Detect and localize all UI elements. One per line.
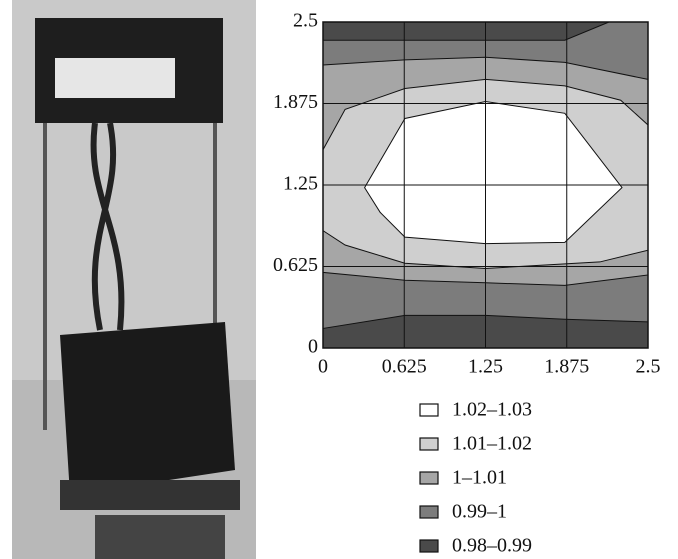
y-tick-label: 2.5 bbox=[293, 10, 318, 32]
x-tick-label: 1.25 bbox=[468, 356, 503, 378]
y-tick-label: 1.25 bbox=[283, 173, 318, 195]
legend-swatch bbox=[419, 471, 439, 485]
x-tick-label: 0 bbox=[318, 356, 328, 378]
photo-cabinet bbox=[60, 322, 235, 495]
x-tick-label: 0.625 bbox=[382, 356, 427, 378]
x-tick-label: 1.875 bbox=[544, 356, 589, 378]
y-tick-label: 0 bbox=[308, 336, 318, 358]
x-tick-label: 2.5 bbox=[636, 356, 661, 378]
legend-label: 1–1.01 bbox=[452, 467, 507, 489]
legend-swatch bbox=[419, 505, 439, 519]
photo-cart bbox=[60, 480, 240, 510]
contour-plot: 0 0.625 1.25 1.875 2.5 0 0.625 1.25 1.875 2.5 0.98… bbox=[273, 10, 661, 557]
plot-frame bbox=[322, 21, 649, 349]
contour-region bbox=[364, 101, 623, 245]
y-tick-label: 0.625 bbox=[273, 254, 318, 276]
photo-lift bbox=[95, 515, 225, 559]
legend-swatch bbox=[419, 437, 439, 451]
legend-label: 0.98–0.99 bbox=[452, 535, 532, 557]
legend-label: 0.99–1 bbox=[452, 501, 507, 523]
legend-swatch bbox=[419, 539, 439, 553]
photo bbox=[12, 0, 256, 559]
legend-label: 1.01–1.02 bbox=[452, 433, 532, 455]
photo-cable bbox=[90, 122, 125, 331]
legend-label: 1.02–1.03 bbox=[452, 399, 532, 421]
legend-swatch bbox=[419, 403, 439, 417]
y-tick-label: 1.875 bbox=[273, 91, 318, 113]
photo-tubes bbox=[55, 58, 175, 98]
